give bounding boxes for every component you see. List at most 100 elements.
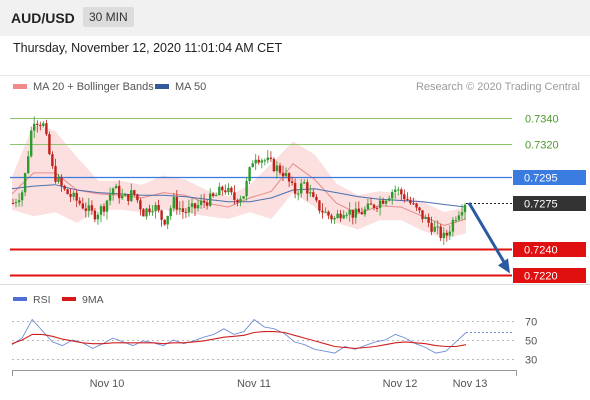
bearish-candle <box>418 207 421 211</box>
bearish-candle <box>290 181 294 183</box>
bearish-candle <box>202 200 206 203</box>
bullish-candle <box>172 197 175 209</box>
bearish-candle <box>445 232 448 236</box>
bullish-candle <box>108 194 112 201</box>
bearish-candle <box>281 172 285 177</box>
bearish-candle <box>212 193 215 196</box>
bullish-candle <box>378 200 382 209</box>
bearish-candle <box>269 157 273 159</box>
bullish-candle <box>187 206 191 213</box>
bearish-candle <box>66 189 69 195</box>
bearish-candle <box>54 166 57 182</box>
bearish-candle <box>400 189 403 195</box>
bullish-candle <box>239 198 242 203</box>
bullish-candle <box>457 215 461 220</box>
bearish-candle <box>93 210 97 220</box>
bullish-candle <box>20 192 24 201</box>
bullish-candle <box>303 182 306 184</box>
bullish-candle <box>154 205 157 212</box>
bearish-candle <box>375 207 379 209</box>
bullish-candle <box>42 123 45 127</box>
bullish-candle <box>388 198 391 201</box>
bearish-candle <box>193 203 197 209</box>
bullish-candle <box>17 200 21 203</box>
bullish-candle <box>391 192 394 199</box>
bearish-candle <box>139 200 142 210</box>
rsi-tick-label: 30 <box>525 355 537 367</box>
bearish-candle <box>127 194 130 201</box>
bearish-candle <box>357 208 360 213</box>
bearish-candle <box>102 206 106 212</box>
bearish-candle <box>221 186 224 191</box>
bearish-candle <box>312 192 315 197</box>
bullish-candle <box>433 226 436 232</box>
bearish-candle <box>321 210 324 213</box>
bearish-candle <box>415 203 418 208</box>
bullish-candle <box>14 202 18 204</box>
resistance-label: 0.7320 <box>525 140 559 152</box>
bullish-candle <box>23 173 27 193</box>
bullish-candle <box>209 193 212 206</box>
bullish-candle <box>215 195 218 197</box>
bearish-candle <box>427 217 430 223</box>
bearish-candle <box>257 159 260 163</box>
bearish-candle <box>330 215 333 220</box>
bullish-candle <box>345 214 348 216</box>
timestamp: Thursday, November 12, 2020 11:01:04 AM … <box>13 41 283 55</box>
bullish-candle <box>121 195 124 199</box>
bearish-candle <box>327 211 330 216</box>
bullish-candle <box>99 206 103 215</box>
bearish-candle <box>175 197 178 210</box>
bearish-candle <box>181 208 185 212</box>
bearish-candle <box>118 185 121 199</box>
x-tick-label: Nov 13 <box>453 378 488 390</box>
bullish-candle <box>145 208 148 217</box>
projection-arrow <box>467 202 508 267</box>
bearish-candle <box>148 208 151 213</box>
bearish-candle <box>403 194 406 200</box>
bearish-candle <box>51 154 54 167</box>
bullish-candle <box>424 217 427 219</box>
bullish-candle <box>27 156 30 174</box>
bullish-candle <box>336 213 339 218</box>
bearish-candle <box>39 124 42 127</box>
bullish-candle <box>114 185 118 189</box>
bearish-candle <box>81 203 84 209</box>
x-tick-label: Nov 11 <box>237 378 271 390</box>
support-label: 0.7220 <box>524 271 558 283</box>
bullish-candle <box>309 192 312 194</box>
timeframe-badge[interactable]: 30 MIN <box>83 7 134 27</box>
bullish-candle <box>397 189 400 191</box>
credit-label: Research © 2020 Trading Central <box>416 81 580 93</box>
bearish-candle <box>406 199 409 201</box>
bearish-candle <box>339 213 342 219</box>
bearish-candle <box>205 202 209 206</box>
rsi-legend-swatch <box>13 297 27 301</box>
ma20-legend-swatch <box>13 84 27 89</box>
bearish-candle <box>315 196 318 201</box>
bullish-candle <box>169 208 172 216</box>
x-tick-label: Nov 10 <box>90 378 125 390</box>
bullish-candle <box>245 181 248 197</box>
bullish-candle <box>442 232 445 238</box>
bearish-candle <box>90 205 94 211</box>
bearish-candle <box>293 182 297 194</box>
bullish-candle <box>454 219 458 221</box>
bullish-candle <box>384 200 388 204</box>
bullish-candle <box>448 231 451 236</box>
bearish-candle <box>272 158 276 172</box>
bearish-candle <box>224 190 227 193</box>
bullish-candle <box>57 177 60 182</box>
ma50-legend-label: MA 50 <box>175 81 206 93</box>
bullish-candle <box>354 208 357 218</box>
bullish-candle <box>363 209 367 215</box>
bearish-candle <box>233 192 236 200</box>
bearish-candle <box>75 192 78 201</box>
bearish-candle <box>306 182 309 194</box>
current-price-label: 0.7275 <box>524 199 558 211</box>
bullish-candle <box>218 186 221 196</box>
x-tick-label: Nov 12 <box>383 378 418 390</box>
bullish-candle <box>263 160 266 162</box>
bearish-candle <box>45 123 48 135</box>
